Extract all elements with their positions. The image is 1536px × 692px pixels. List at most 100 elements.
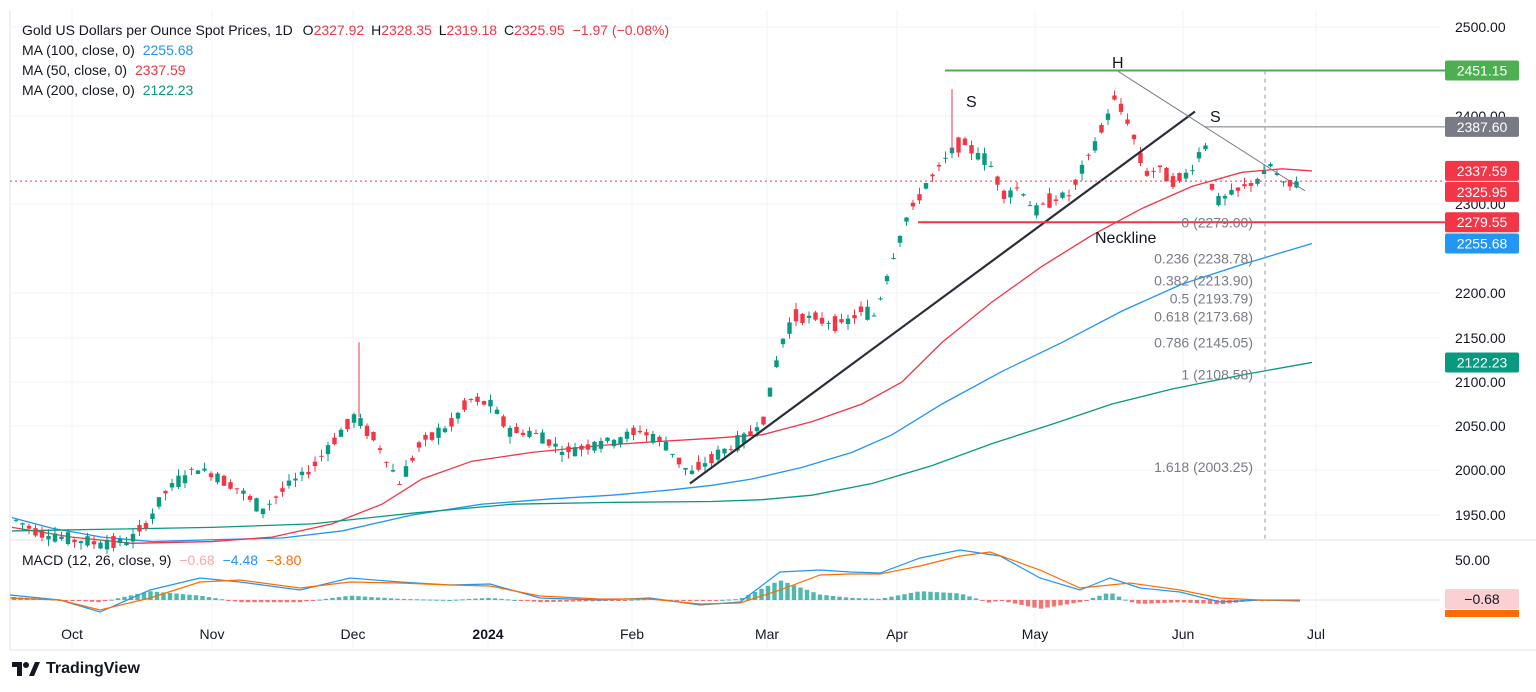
candle-body <box>156 497 162 507</box>
candle-body <box>644 432 649 436</box>
macd-histogram-bar <box>141 592 147 600</box>
candle-body <box>416 442 422 448</box>
candle-body <box>143 523 149 529</box>
macd-histogram-bar <box>382 597 387 600</box>
candle-body <box>579 445 584 450</box>
macd-histogram-bar <box>453 599 459 601</box>
macd-histogram-bar <box>551 600 556 602</box>
candle-body <box>1118 103 1124 112</box>
candle-body <box>1248 182 1254 186</box>
macd-histogram-bar <box>271 600 277 603</box>
macd-line-value: −4.48 <box>222 552 259 568</box>
time-tick-label: Nov <box>200 626 225 642</box>
macd-histogram-bar <box>349 595 355 600</box>
macd-histogram-bar <box>499 598 504 600</box>
macd-histogram-bar <box>590 600 595 602</box>
macd-histogram-bar <box>1175 600 1180 603</box>
candle-body <box>1261 170 1267 175</box>
macd-histogram-bar <box>232 600 238 602</box>
fib-level-label: 1.618 (2003.25) <box>1154 459 1253 475</box>
macd-histogram-bar <box>752 591 758 600</box>
candle-body <box>150 513 155 520</box>
macd-histogram-bar <box>193 595 199 600</box>
macd-histogram-bar <box>759 588 764 600</box>
drawings: S H S Neckline 0 (2279.00) 0.236 (2238.78) 0.3… <box>10 55 1445 540</box>
candle-body <box>39 530 45 538</box>
tradingview-logo[interactable]: TradingView <box>12 660 140 678</box>
macd-histogram-bar <box>583 600 589 602</box>
candle-body <box>351 414 357 423</box>
candle-body <box>618 437 623 445</box>
candle-body <box>449 418 454 427</box>
price-label-box <box>1445 60 1519 81</box>
macd-histogram-bar <box>947 592 953 600</box>
macd-histogram-bar <box>1201 600 1206 604</box>
time-axis[interactable]: Oct Nov Dec 2024 Feb Mar Apr May Jun Jul <box>61 626 1325 642</box>
candle-body <box>1190 170 1195 172</box>
time-tick-label: Dec <box>341 626 366 642</box>
legend-h-label: H <box>371 22 382 38</box>
candle-body <box>780 338 786 345</box>
candle-body <box>1079 164 1085 174</box>
macd-histogram-bar <box>577 600 582 602</box>
price-label-text: 2255.68 <box>1457 235 1508 251</box>
macd-label: MACD (12, 26, close, 9) <box>22 552 172 568</box>
macd-histogram-bar <box>895 595 901 600</box>
macd-histogram-bar <box>83 600 88 602</box>
candle-body <box>1001 190 1007 199</box>
macd-histogram-bar <box>148 591 153 600</box>
macd-histogram-bar <box>765 585 771 600</box>
fib-level-label: 0.5 (2193.79) <box>1170 291 1253 307</box>
candle-body <box>169 483 175 488</box>
candle-body <box>917 194 922 201</box>
candle-body <box>202 468 207 471</box>
candle-body <box>1274 173 1280 175</box>
macd-histogram-bar <box>993 600 998 602</box>
price-tick-label: 2100.00 <box>1455 374 1506 390</box>
candle-body <box>228 482 233 489</box>
candle-body <box>1027 205 1033 207</box>
macd-histogram-bar <box>200 596 205 600</box>
candle-body <box>26 525 32 529</box>
macd-histogram-bar <box>115 598 121 600</box>
candle-body <box>462 400 467 410</box>
signal-line <box>9 551 1300 611</box>
time-tick-label: Apr <box>886 626 908 642</box>
legend-main: Gold US Dollars per Ounce Spot Prices, 1… <box>22 20 669 40</box>
candle-body <box>1125 119 1130 124</box>
price-axis[interactable]: 1950.00 2000.00 2050.00 2100.00 2150.00 2200.… <box>1445 19 1519 523</box>
macd-histogram-bar <box>414 599 420 601</box>
macd-histogram-bar <box>986 600 992 603</box>
macd-histogram-bar <box>330 597 335 600</box>
macd-histogram-bar <box>492 598 498 600</box>
candle-body <box>787 322 792 334</box>
price-label-box <box>1445 160 1519 181</box>
candle-body <box>1112 95 1117 100</box>
candle-body <box>553 443 558 447</box>
legend-ma50: MA (50, close, 0) 2337.59 <box>22 60 186 80</box>
candle-body <box>260 508 266 515</box>
candle-body <box>195 470 201 474</box>
price-label-text: 2122.23 <box>1457 354 1508 370</box>
macd-histogram-bar <box>824 595 829 600</box>
macd-signal-value: −3.80 <box>265 552 302 568</box>
price-label-text: 2451.15 <box>1457 62 1508 78</box>
candle-body <box>754 427 760 432</box>
macd-histogram-bar <box>843 597 849 600</box>
macd-histogram-bar <box>219 599 225 601</box>
candle-body <box>806 315 812 318</box>
candle-body <box>1021 194 1026 196</box>
macd-histogram-bar <box>642 599 647 601</box>
macd-histogram-bar <box>694 600 699 601</box>
candle-body <box>676 457 682 465</box>
tradingview-logo-icon <box>12 662 40 676</box>
candle-body <box>1066 195 1072 197</box>
macd-histogram-bar <box>167 592 173 600</box>
macd-histogram-bar <box>1019 600 1024 605</box>
macd-histogram-bar <box>486 597 491 600</box>
macd-histogram-bar <box>1012 600 1018 604</box>
macd-histogram-bar <box>317 599 322 601</box>
macd-histogram-bar <box>1090 597 1096 600</box>
macd-histogram-bar <box>76 600 82 602</box>
